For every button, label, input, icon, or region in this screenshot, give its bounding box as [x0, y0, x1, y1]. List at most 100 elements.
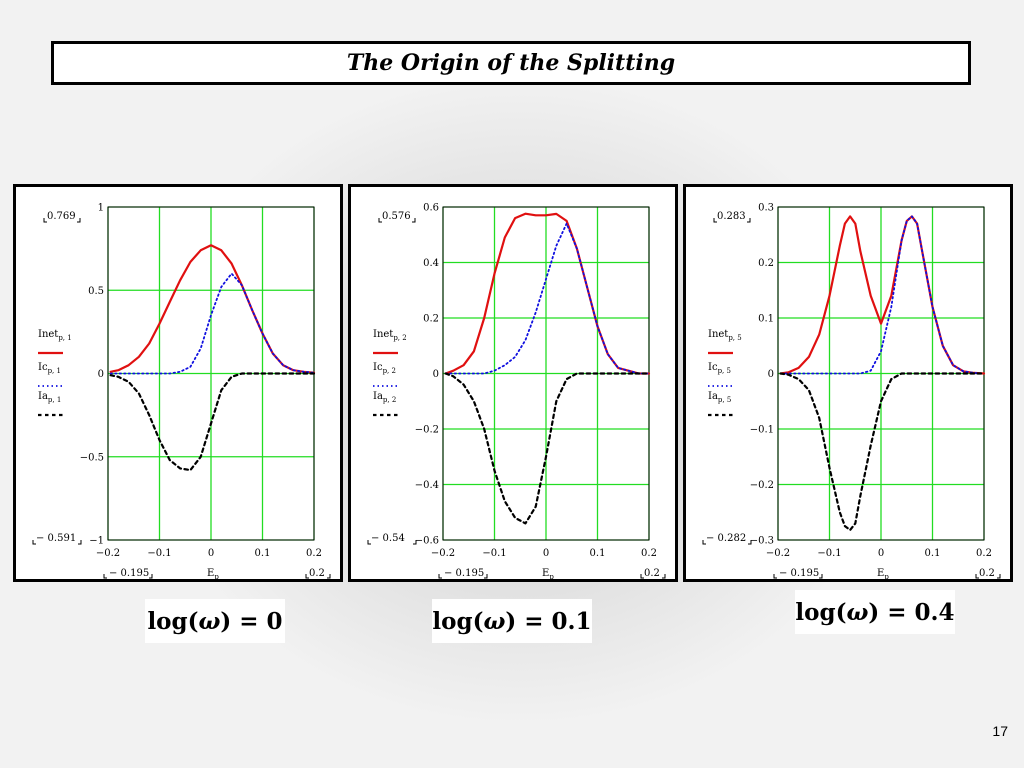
caption-prefix: log( — [432, 607, 484, 635]
legend-label: Inetp, 2 — [373, 329, 407, 342]
legend-label: Icp, 5 — [708, 362, 731, 375]
page-number: 17 — [992, 723, 1008, 739]
omega-symbol: ω — [198, 607, 221, 635]
legend-label: Iap, 1 — [38, 391, 61, 404]
chart-svg: 1 0.5 0 −0.5 −1−0.2 −0.1 0 0.1 0.2 0.769 − 0.591 − … — [32, 203, 331, 579]
readout-bracket — [43, 218, 81, 223]
x-tick-label: −0.1 — [817, 548, 841, 559]
x-axis-label-subscript: p — [884, 573, 889, 579]
y-min-readout: − 0.282 — [706, 533, 746, 544]
series-line-ia — [779, 372, 986, 532]
x-tick-label: 0.2 — [306, 548, 322, 559]
caption-suffix: ) = 0 — [220, 607, 283, 635]
legend-label-subscript: p, 2 — [383, 367, 396, 375]
y-tick-label: 0.5 — [88, 286, 104, 297]
legend-label: Icp, 1 — [38, 362, 61, 375]
x-tick-label: −0.2 — [431, 548, 455, 559]
x-axis-label-subscript: p — [214, 573, 219, 579]
x-axis-label: Ep — [877, 568, 889, 579]
series-line-ia — [444, 372, 651, 525]
y-tick-label: 1 — [98, 203, 104, 214]
y-tick-label: −0.1 — [750, 425, 774, 436]
x-tick-label: 0 — [543, 548, 549, 559]
chart-svg: 0.30.20.10−0.1−0.2−0.3−0.2 −0.1 0 0.1 0.20.2… — [702, 203, 1001, 579]
caption-chart-2: log(ω) = 0.1 — [432, 599, 592, 643]
y-tick-label: 0.6 — [423, 203, 439, 214]
y-tick-label: 0.1 — [758, 314, 774, 325]
x-tick-label: −0.2 — [96, 548, 120, 559]
readout-bracket — [32, 540, 82, 545]
caption-chart-3: log(ω) = 0.4 — [795, 590, 955, 634]
series-line-inet — [779, 215, 986, 375]
y-tick-label: 0.3 — [758, 203, 774, 214]
caption-chart-1: log(ω) = 0 — [145, 599, 285, 643]
legend-label: Iap, 2 — [373, 391, 396, 404]
x-tick-label: 0.1 — [925, 548, 941, 559]
slide-title-box: The Origin of the Splitting — [51, 41, 971, 85]
slide-title: The Origin of the Splitting — [346, 50, 676, 76]
y-tick-label: −1 — [89, 536, 104, 547]
legend-label: Icp, 2 — [373, 362, 396, 375]
legend-label-subscript: p, 1 — [48, 367, 61, 375]
omega-symbol: ω — [846, 598, 869, 626]
legend-label: Inetp, 5 — [708, 329, 742, 342]
y-tick-label: 0.4 — [423, 258, 439, 269]
x-axis-label: Ep — [542, 568, 554, 579]
y-tick-label: −0.5 — [80, 452, 104, 463]
legend-label-subscript: p, 1 — [58, 334, 71, 342]
y-tick-label: 0 — [98, 369, 104, 380]
readout-bracket — [103, 574, 153, 579]
readout-bracket — [438, 574, 488, 579]
series-line-ic — [779, 215, 985, 375]
series-line-ic — [444, 222, 650, 375]
x-min-readout: − 0.195 — [109, 568, 149, 579]
legend-label: Inetp, 1 — [38, 329, 72, 342]
readout-bracket — [713, 218, 751, 223]
legend-label-subscript: p, 2 — [383, 396, 396, 404]
legend-label-subscript: p, 2 — [393, 334, 406, 342]
x-min-readout: − 0.195 — [779, 568, 819, 579]
y-min-readout: − 0.54 — [371, 533, 405, 544]
y-tick-label: 0 — [768, 369, 774, 380]
caption-prefix: log( — [795, 598, 847, 626]
readout-bracket — [640, 574, 666, 579]
legend-label-subscript: p, 5 — [728, 334, 741, 342]
x-tick-label: 0.1 — [590, 548, 606, 559]
x-tick-label: 0.1 — [255, 548, 271, 559]
legend-label-subscript: p, 5 — [718, 396, 731, 404]
series-line-inet — [109, 244, 316, 374]
x-tick-label: 0.2 — [976, 548, 992, 559]
chart-svg: 0.60.40.20−0.2−0.4−0.6−0.2 −0.1 0 0.1 0.20.5… — [367, 203, 666, 579]
y-tick-label: −0.2 — [415, 425, 439, 436]
omega-symbol: ω — [483, 607, 506, 635]
readout-bracket — [773, 574, 823, 579]
legend-label-subscript: p, 5 — [718, 367, 731, 375]
x-min-readout: − 0.195 — [444, 568, 484, 579]
caption-suffix: ) = 0.4 — [868, 598, 955, 626]
y-min-readout: − 0.591 — [36, 533, 76, 544]
y-tick-label: 0.2 — [758, 258, 774, 269]
x-max-readout: 0.2 — [309, 568, 325, 579]
x-tick-label: 0 — [878, 548, 884, 559]
caption-suffix: ) = 0.1 — [505, 607, 592, 635]
y-max-readout: 0.576 — [382, 211, 411, 222]
x-tick-label: 0 — [208, 548, 214, 559]
x-axis-label-subscript: p — [549, 573, 554, 579]
y-max-readout: 0.769 — [47, 211, 76, 222]
x-max-readout: 0.2 — [644, 568, 660, 579]
series-line-ia — [109, 372, 316, 472]
x-max-readout: 0.2 — [979, 568, 995, 579]
y-max-readout: 0.283 — [717, 211, 746, 222]
x-tick-label: 0.2 — [641, 548, 657, 559]
readout-bracket — [367, 540, 417, 545]
chart-panel-2: 0.6 0.4 0.2 0 −0.2 −0.4 −0.6 −0.2 −0.1 0 0.1 0.2 0.5… — [348, 184, 678, 582]
y-tick-label: 0.2 — [423, 314, 439, 325]
series-line-ic — [109, 272, 315, 375]
y-tick-label: −0.6 — [415, 536, 439, 547]
y-tick-label: −0.3 — [750, 536, 774, 547]
readout-bracket — [702, 540, 752, 545]
y-tick-label: −0.4 — [415, 480, 439, 491]
readout-bracket — [305, 574, 331, 579]
x-tick-label: −0.1 — [482, 548, 506, 559]
y-tick-label: 0 — [433, 369, 439, 380]
